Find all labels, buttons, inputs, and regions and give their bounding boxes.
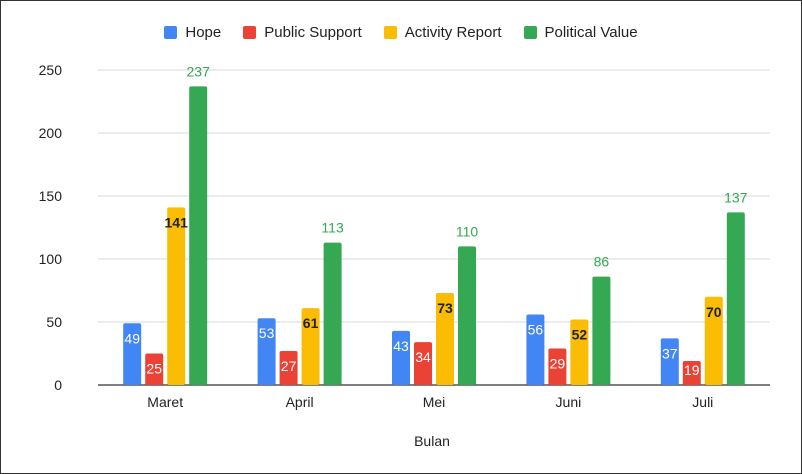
data-label: 49	[124, 330, 140, 346]
bar-public-support-juni[interactable]	[548, 348, 567, 385]
legend-swatch-public-support	[243, 26, 257, 39]
data-label: 237	[187, 63, 211, 79]
gridlines	[98, 69, 770, 386]
legend-label-public-support: Public Support	[264, 24, 362, 41]
bar-activity-report-april[interactable]	[301, 308, 320, 385]
bar-activity-report-maret[interactable]	[167, 207, 186, 385]
bar-public-support-mei[interactable]	[414, 342, 432, 385]
legend-item-hope[interactable]: Hope	[164, 24, 221, 41]
legend-label-hope: Hope	[185, 24, 222, 41]
legend-swatch-hope	[164, 26, 178, 39]
bar-activity-report-juli[interactable]	[704, 296, 723, 385]
data-label: 43	[393, 338, 409, 354]
y-tick-label: 50	[46, 314, 62, 330]
data-label: 53	[259, 325, 275, 341]
legend-item-public-support[interactable]: Public Support	[243, 24, 362, 41]
data-label: 34	[415, 349, 431, 365]
legend-item-activity-report[interactable]: Activity Report	[383, 24, 502, 41]
bar-hope-april[interactable]	[257, 318, 276, 385]
bar-activity-report-mei[interactable]	[436, 293, 454, 385]
data-label: 110	[456, 223, 479, 239]
data-label: 27	[281, 358, 297, 374]
bar-political-value-maret[interactable]	[189, 86, 208, 385]
bar-political-value-juli[interactable]	[726, 212, 745, 385]
data-label: 56	[528, 321, 544, 337]
data-label: 19	[684, 362, 700, 378]
x-category-label: Mei	[423, 394, 446, 410]
data-label: 52	[572, 326, 588, 342]
bar-public-support-maret[interactable]	[145, 353, 164, 386]
data-labels: 49 25 141 237 53 27 61 113 43 34 73 110 56 29 52 86 37 19…	[124, 63, 747, 378]
bar-hope-maret[interactable]	[123, 323, 142, 385]
y-tick-label: 200	[39, 125, 63, 141]
bar-hope-juni[interactable]	[526, 314, 545, 385]
x-category-label: April	[286, 394, 314, 410]
data-label: 25	[146, 361, 162, 377]
y-tick-label: 0	[54, 377, 62, 393]
legend-label-political-value: Political Value	[544, 24, 638, 41]
bar-activity-report-juni[interactable]	[570, 319, 589, 385]
legend: Hope Public Support Activity Report Poli…	[0, 24, 802, 41]
data-label: 73	[437, 300, 453, 316]
bar-public-support-juli[interactable]	[682, 361, 701, 385]
bar-hope-juli[interactable]	[660, 338, 679, 385]
y-tick-label: 250	[39, 62, 63, 78]
bar-public-support-april[interactable]	[279, 350, 298, 385]
data-label: 137	[724, 189, 748, 205]
data-label: 61	[303, 315, 319, 331]
y-tick-label: 100	[39, 251, 63, 267]
legend-swatch-political-value	[523, 26, 537, 39]
data-label: 113	[321, 220, 344, 236]
y-axis-ticks: 0 50 100 150 200 250	[39, 62, 63, 393]
y-tick-label: 150	[39, 188, 63, 204]
legend-swatch-activity-report	[383, 26, 397, 39]
bar-political-value-april[interactable]	[323, 242, 342, 385]
data-label: 86	[594, 254, 610, 270]
x-category-label: Juli	[692, 394, 713, 410]
bar-political-value-juni[interactable]	[592, 276, 611, 385]
x-axis-categories: Maret April Mei Juni Juli	[147, 394, 713, 410]
bar-hope-mei[interactable]	[392, 330, 410, 385]
x-category-label: Maret	[147, 394, 183, 410]
x-axis-title: Bulan	[414, 433, 450, 449]
data-label: 37	[662, 345, 678, 361]
legend-label-activity-report: Activity Report	[404, 24, 502, 41]
data-label: 70	[706, 304, 722, 320]
data-label: 141	[165, 214, 189, 230]
bars	[123, 86, 745, 385]
bar-political-value-mei[interactable]	[458, 246, 476, 385]
data-label: 29	[550, 355, 566, 371]
legend-item-political-value[interactable]: Political Value	[523, 24, 638, 41]
x-category-label: Juni	[556, 394, 582, 410]
